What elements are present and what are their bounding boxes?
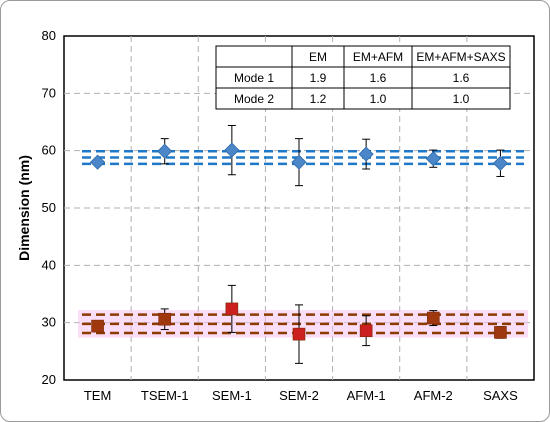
data-point-square	[359, 324, 373, 337]
table-row-label: Mode 2	[234, 92, 274, 106]
table-cell: 1.0	[370, 92, 387, 106]
x-tick-label: AFM-2	[414, 388, 453, 403]
table-header-cell: EM	[309, 50, 327, 64]
table-cell: 1.6	[453, 71, 470, 85]
data-point-diamond	[224, 142, 240, 158]
data-point-square	[292, 327, 306, 341]
y-tick-label: 60	[42, 143, 56, 158]
y-tick-label: 70	[42, 85, 56, 100]
data-point-diamond	[291, 154, 307, 170]
stats-table	[215, 45, 511, 110]
data-point-square	[426, 311, 440, 325]
data-point-diamond	[90, 154, 106, 170]
data-point-diamond	[157, 143, 173, 159]
data-point-square	[494, 326, 507, 339]
data-point-square	[225, 302, 239, 316]
table-header-cell: EM+AFM+SAXS	[416, 50, 505, 64]
data-point-square	[158, 312, 172, 326]
table-cell: 1.6	[370, 71, 387, 85]
table-cell: 1.2	[310, 92, 327, 106]
y-tick-label: 20	[42, 372, 56, 387]
x-tick-label: AFM-1	[347, 388, 386, 403]
table-row-label: Mode 1	[234, 71, 274, 85]
y-tick-label: 80	[42, 28, 56, 43]
x-tick-label: SAXS	[483, 388, 518, 403]
data-point-square	[91, 319, 104, 333]
table-cell: 1.0	[453, 92, 470, 106]
data-point-diamond	[425, 151, 441, 167]
data-point-diamond	[358, 146, 374, 162]
data-point-diamond	[492, 155, 508, 171]
table-header-cell: EM+AFM	[353, 50, 403, 64]
x-tick-label: TEM	[84, 388, 111, 403]
y-tick-label: 50	[42, 200, 56, 215]
y-tick-label: 30	[42, 315, 56, 330]
table-cell: 1.9	[310, 71, 327, 85]
x-tick-label: SEM-2	[279, 388, 319, 403]
y-tick-label: 40	[42, 257, 56, 272]
x-tick-label: SEM-1	[212, 388, 252, 403]
y-axis-title: Dimension (nm)	[16, 155, 32, 261]
x-tick-label: TSEM-1	[141, 388, 189, 403]
